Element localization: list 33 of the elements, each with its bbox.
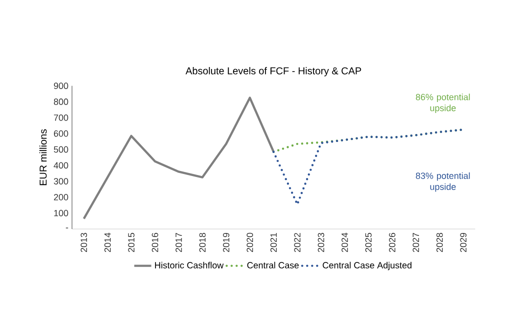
y-tick-label: 700	[54, 114, 68, 121]
x-tick-label: 2023	[318, 232, 324, 252]
annotation: 83% potential upside	[416, 172, 470, 192]
y-tick-label: 600	[54, 130, 68, 137]
legend-label: Historic Cashflow	[155, 262, 224, 268]
y-axis-title: EUR millions	[39, 129, 47, 186]
x-tick-label: 2024	[342, 232, 348, 252]
y-tick-label: 900	[54, 82, 68, 90]
x-tick-label: 2016	[152, 232, 158, 252]
x-tick-label: 2027	[412, 232, 420, 252]
x-tick-label: 2021	[270, 232, 277, 252]
x-tick-label: 2018	[199, 232, 206, 252]
x-tick-label: 2019	[222, 232, 230, 252]
annotation: 86% potential upside	[416, 94, 470, 113]
legend-label: Central Case	[247, 262, 299, 268]
y-tick-label: 100	[54, 210, 68, 216]
y-tick-label: 400	[54, 162, 68, 169]
x-tick-label: 2022	[294, 232, 300, 252]
y-tick-label: 800	[54, 98, 68, 105]
x-tick-label: 2015	[128, 232, 134, 252]
y-tick-label: 500	[54, 146, 68, 153]
x-tick-label: 2014	[104, 232, 111, 252]
chart-title: Absolute Levels of FCF - History & CAP	[186, 67, 362, 76]
x-tick-label: 2029	[460, 232, 466, 252]
x-tick-label: 2025	[365, 232, 372, 252]
y-tick-label: 300	[54, 178, 68, 184]
x-tick-label: 2017	[176, 232, 182, 252]
x-tick-label: 2020	[246, 232, 254, 252]
x-tick-label: 2028	[436, 232, 443, 252]
y-tick-label: 200	[54, 194, 68, 200]
x-tick-label: 2026	[388, 232, 396, 252]
legend-label: Central Case Adjusted	[322, 262, 412, 270]
x-tick-label: 2013	[80, 232, 88, 252]
